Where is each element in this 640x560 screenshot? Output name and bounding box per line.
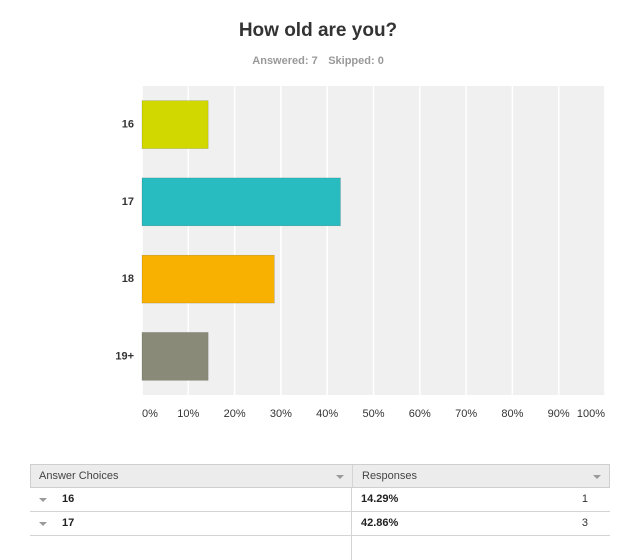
- count-cell: 1: [581, 493, 588, 505]
- x-tick-label: 10%: [177, 408, 199, 420]
- column-separator: [351, 512, 352, 535]
- y-tick-label: 19+: [115, 350, 134, 362]
- header-cell: Answer Choices: [39, 470, 119, 482]
- bar: [141, 177, 341, 227]
- x-tick-label: 50%: [362, 408, 384, 420]
- choice-cell: 16: [62, 493, 75, 505]
- column-separator: [352, 465, 353, 487]
- count-cell: 3: [581, 517, 588, 529]
- responses-table: Answer Choices Responses 16 14.29% 1 17 …: [30, 464, 610, 560]
- x-tick-label: 0%: [142, 408, 158, 420]
- x-tick-label: 40%: [316, 408, 338, 420]
- column-separator: [351, 536, 352, 560]
- percent-cell: 14.29%: [361, 493, 399, 505]
- x-tick-label: 80%: [501, 408, 523, 420]
- x-tick-label: 30%: [270, 408, 292, 420]
- chart-title: How old are you?: [239, 20, 397, 41]
- column-separator: [351, 488, 352, 511]
- skipped-count: Skipped: 0: [328, 55, 384, 67]
- header-cell: Responses: [362, 470, 418, 482]
- chart: How old are you? Answered: 7 Skipped: 0 …: [115, 20, 606, 420]
- x-tick-label: 100%: [577, 408, 605, 420]
- sort-arrow[interactable]: [593, 475, 601, 479]
- x-tick-label: 90%: [548, 408, 570, 420]
- expand-arrow[interactable]: [39, 522, 47, 526]
- bar: [141, 254, 275, 304]
- percent-cell: 42.86%: [361, 517, 399, 529]
- y-tick-label: 16: [122, 119, 134, 131]
- table-header: Answer Choices Responses: [30, 464, 610, 488]
- table-row: [30, 536, 610, 560]
- answered-count: Answered: 7: [252, 55, 317, 67]
- x-tick-label: 20%: [224, 408, 246, 420]
- y-tick-label: 18: [122, 273, 134, 285]
- choice-cell: 17: [62, 517, 75, 529]
- x-tick-label: 70%: [455, 408, 477, 420]
- y-tick-label: 17: [122, 196, 134, 208]
- table-row: 17 42.86% 3: [30, 512, 610, 536]
- expand-arrow[interactable]: [39, 498, 47, 502]
- page: {"chart_data": {"type": "hbar", "title":…: [30, 20, 610, 560]
- bar: [141, 100, 209, 149]
- bar: [141, 332, 209, 381]
- x-tick-label: 60%: [409, 408, 431, 420]
- sort-arrow[interactable]: [336, 475, 344, 479]
- table-row: 16 14.29% 1: [30, 488, 610, 512]
